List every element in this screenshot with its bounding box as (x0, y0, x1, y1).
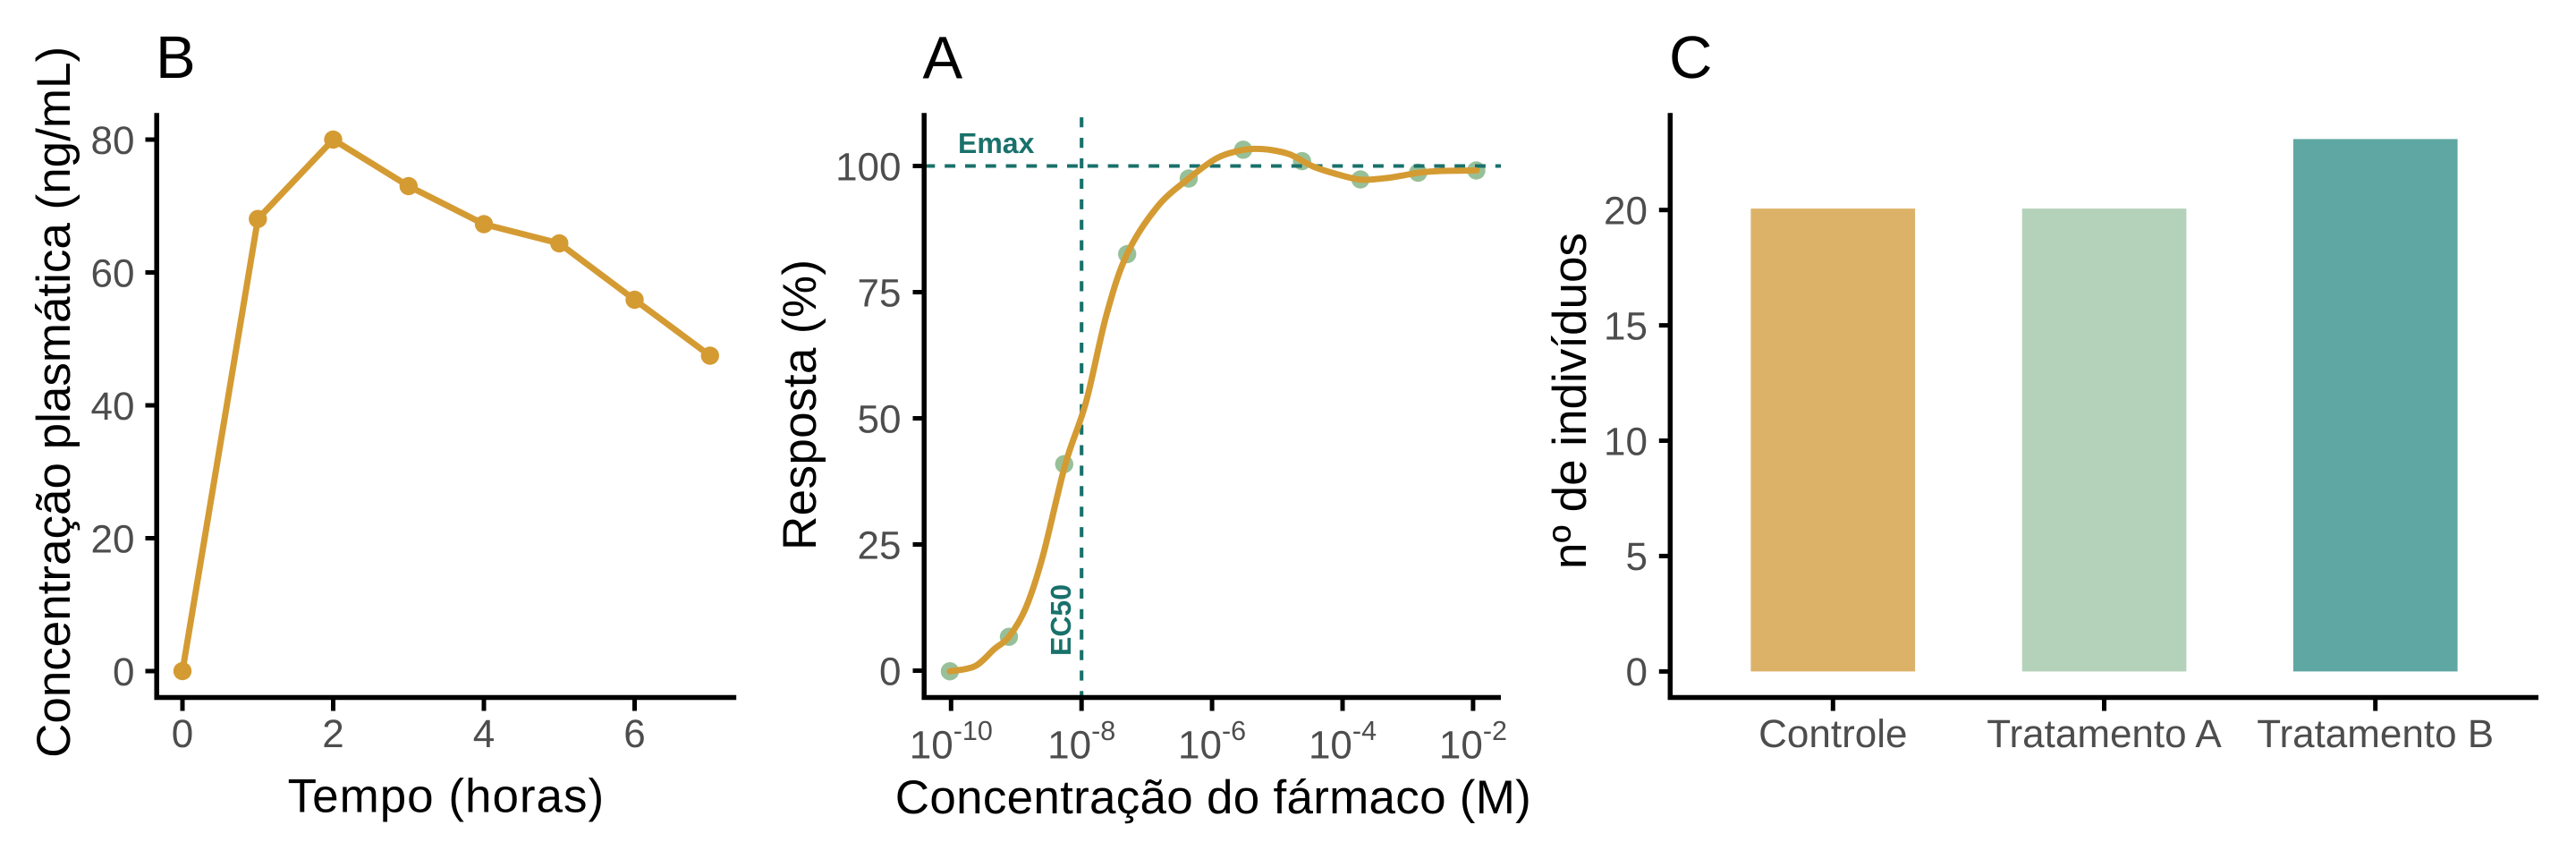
svg-text:Resposta (%): Resposta (%) (774, 259, 826, 550)
svg-text:0: 0 (113, 651, 134, 694)
svg-text:25: 25 (858, 523, 902, 567)
svg-text:B: B (156, 24, 196, 91)
svg-text:5: 5 (1626, 535, 1648, 579)
svg-text:10: 10 (1604, 420, 1648, 464)
svg-text:0: 0 (879, 650, 901, 693)
svg-text:nº de indivíduos: nº de indivíduos (1544, 233, 1597, 569)
svg-text:80: 80 (91, 119, 135, 163)
svg-text:50: 50 (858, 397, 902, 441)
svg-text:60: 60 (91, 251, 135, 295)
svg-text:100: 100 (835, 145, 901, 189)
svg-text:Tempo (horas): Tempo (horas) (288, 770, 605, 823)
svg-text:Emax: Emax (958, 127, 1035, 159)
svg-text:0: 0 (172, 712, 193, 756)
svg-text:Controle: Controle (1758, 712, 1907, 756)
svg-text:75: 75 (858, 271, 902, 315)
svg-text:C: C (1669, 24, 1712, 91)
svg-text:0: 0 (1626, 651, 1648, 694)
svg-text:Concentração plasmática (ng/mL: Concentração plasmática (ng/mL) (28, 47, 80, 758)
svg-text:Tratamento A: Tratamento A (1987, 712, 2222, 756)
svg-text:2: 2 (322, 712, 343, 756)
svg-text:Tratamento B: Tratamento B (2257, 712, 2494, 756)
svg-text:20: 20 (91, 517, 135, 561)
svg-text:Concentração do fármaco (M): Concentração do fármaco (M) (895, 771, 1531, 824)
svg-text:15: 15 (1604, 304, 1648, 348)
svg-text:4: 4 (473, 712, 495, 756)
svg-text:EC50: EC50 (1045, 584, 1077, 656)
svg-text:A: A (923, 25, 963, 92)
svg-text:40: 40 (91, 385, 135, 429)
svg-text:20: 20 (1604, 190, 1648, 234)
svg-text:6: 6 (623, 712, 645, 756)
